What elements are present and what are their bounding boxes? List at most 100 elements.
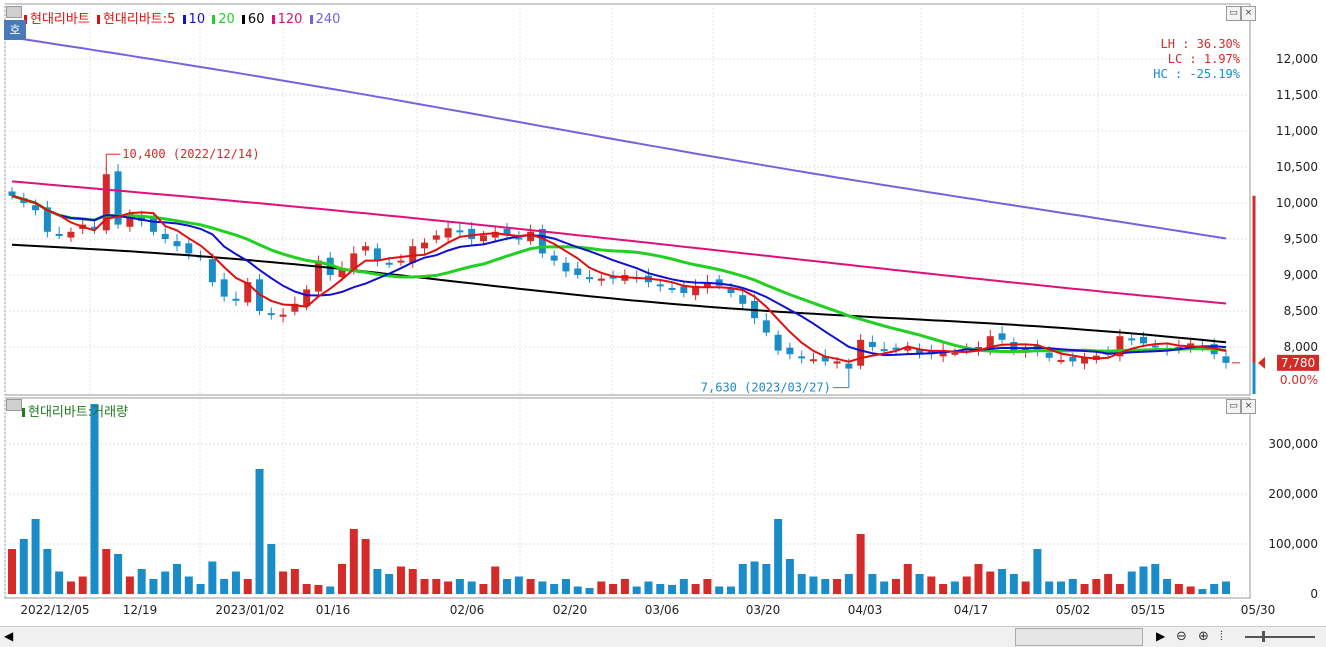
volume-bar — [184, 576, 193, 594]
volume-bar — [479, 584, 488, 594]
volume-panel-close-icon[interactable]: × — [1241, 399, 1256, 414]
chart-scrollbar[interactable]: ◀ ▶ ⊖ ⊕ ⦙ — [0, 626, 1326, 647]
candle-body — [279, 314, 287, 317]
zoom-slider-handle[interactable] — [1262, 631, 1265, 642]
volume-bar — [8, 549, 16, 594]
candle-body — [821, 356, 829, 362]
volume-bar — [833, 579, 842, 594]
candle-body — [1151, 345, 1159, 348]
price-axis-label: 9,000 — [1284, 268, 1318, 282]
legend-ma10: 10 — [188, 12, 206, 27]
candle-body — [880, 349, 888, 352]
candle-body — [597, 278, 605, 281]
candle-body — [951, 352, 959, 355]
volume-bar — [55, 571, 64, 594]
price-panel-frame — [4, 3, 1251, 396]
low-annotation: 7,630 (2023/03/27) — [701, 381, 831, 395]
scroll-thumb[interactable] — [1015, 628, 1143, 646]
volume-bar — [43, 549, 52, 594]
x-axis-label: 05/15 — [1131, 603, 1166, 617]
candle-body — [762, 320, 770, 333]
side-tab[interactable]: 호 — [4, 20, 26, 40]
scroll-left-icon[interactable]: ◀ — [4, 629, 14, 643]
candle-body — [468, 228, 476, 239]
zoom-slider[interactable] — [1245, 636, 1315, 638]
volume-panel-minimize-icon[interactable]: ▭ — [1226, 399, 1241, 414]
volume-bar — [597, 581, 606, 594]
price-panel-minimize-icon[interactable]: ▭ — [1226, 6, 1241, 21]
volume-bar — [161, 571, 170, 594]
panel-menu-icon[interactable] — [6, 6, 22, 18]
volume-panel-frame — [4, 397, 1251, 599]
price-axis-label: 9,500 — [1284, 232, 1318, 246]
candle-body — [857, 339, 865, 366]
volume-bar — [927, 576, 936, 594]
price-panel-close-icon[interactable]: × — [1241, 6, 1256, 21]
volume-bar — [891, 579, 900, 594]
candle-body — [809, 359, 817, 362]
volume-bar — [78, 576, 87, 594]
volume-bar — [432, 579, 441, 594]
candle-body — [727, 287, 735, 293]
volume-bar — [585, 588, 594, 594]
bar-count-icon[interactable]: ⦙ — [1220, 629, 1223, 644]
volume-bar — [573, 586, 582, 594]
volume-legend: 현대리바트:거래량 — [22, 401, 131, 420]
candle-body — [314, 260, 322, 292]
volume-bar — [1056, 581, 1065, 594]
candle-body — [892, 347, 900, 350]
x-axis-label: 02/20 — [553, 603, 588, 617]
volume-bar — [1198, 589, 1207, 594]
candle-body — [456, 230, 464, 233]
volume-panel-menu-icon[interactable] — [6, 399, 22, 411]
volume-bar — [526, 579, 535, 594]
candle-body — [421, 242, 429, 249]
volume-bar — [880, 581, 889, 594]
volume-bar — [538, 581, 547, 594]
scroll-right-icon[interactable]: ▶ — [1156, 629, 1166, 643]
candle-body — [114, 171, 122, 225]
volume-bar — [962, 576, 971, 594]
x-axis-label: 02/06 — [450, 603, 485, 617]
volume-bar — [66, 581, 75, 594]
legend-ma120: 120 — [277, 12, 303, 27]
volume-bar — [1139, 566, 1148, 594]
volume-bar — [774, 519, 783, 594]
zoom-in-icon[interactable]: ⊕ — [1198, 629, 1209, 644]
candle-body — [291, 303, 299, 312]
price-axis-label: 10,000 — [1276, 196, 1318, 210]
candle-body — [138, 215, 146, 221]
volume-bar — [231, 571, 240, 594]
volume-bar — [703, 579, 712, 594]
volume-bar — [856, 534, 865, 594]
candle-body — [32, 205, 40, 211]
volume-bar — [314, 585, 323, 594]
x-axis-label: 2023/01/02 — [215, 603, 284, 617]
volume-bar — [267, 544, 276, 594]
candle-body — [786, 347, 794, 355]
volume-axis-label: 300,000 — [1268, 437, 1318, 451]
candle-body — [43, 207, 51, 232]
candle-body — [715, 279, 723, 286]
volume-bar — [302, 584, 311, 594]
current-change: 0.00% — [1280, 373, 1318, 387]
candle-body — [503, 228, 511, 236]
volume-axis-label: 0 — [1310, 587, 1318, 601]
zoom-out-icon[interactable]: ⊖ — [1176, 629, 1187, 644]
volume-bar — [785, 559, 794, 594]
volume-bar — [90, 404, 99, 594]
volume-bar — [656, 584, 665, 594]
volume-bar — [1021, 581, 1030, 594]
candle-body — [1222, 356, 1230, 363]
stat-lc: LC : 1.97% — [1168, 52, 1241, 66]
volume-bar — [114, 554, 123, 594]
x-axis-label: 2022/12/05 — [20, 603, 89, 617]
volume-bar — [1033, 549, 1042, 594]
price-axis-label: 12,000 — [1276, 52, 1318, 66]
x-axis-label: 12/19 — [123, 603, 158, 617]
volume-bar — [137, 569, 146, 594]
candle-body — [173, 241, 181, 247]
candle-body — [303, 289, 311, 306]
volume-bar — [467, 581, 476, 594]
